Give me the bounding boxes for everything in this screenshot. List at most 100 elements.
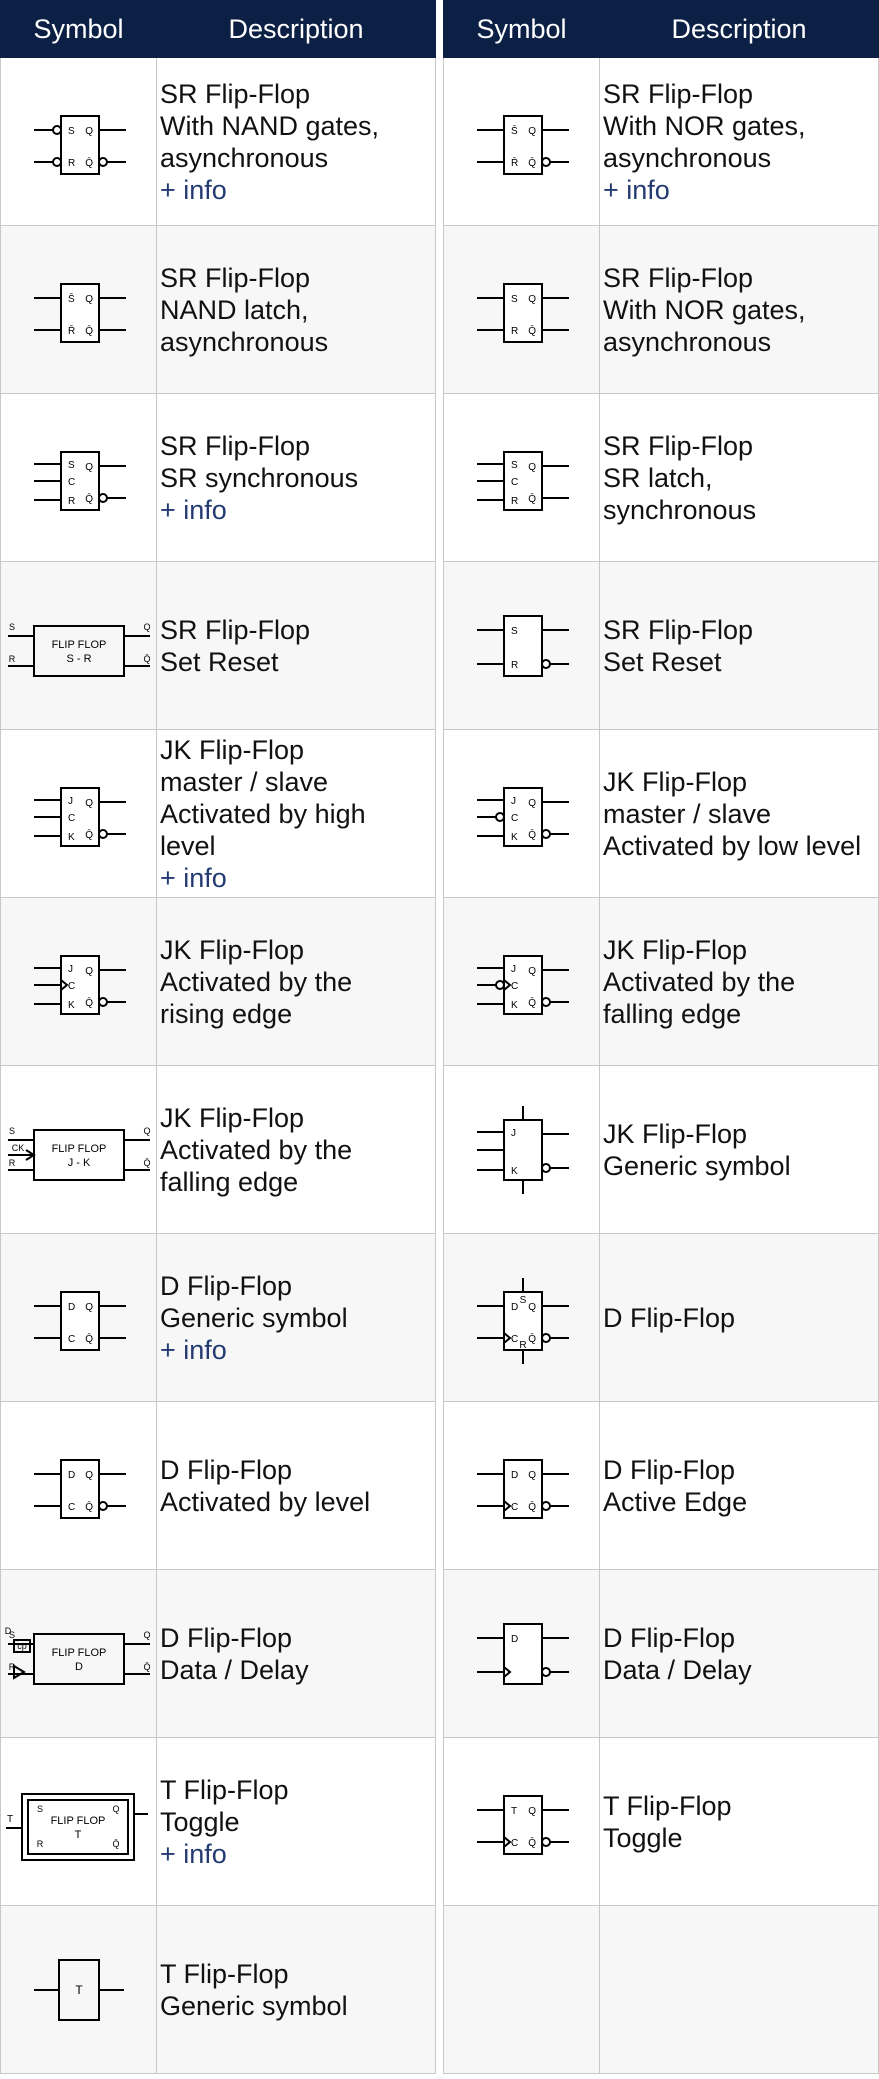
- table-row: D D Flip-Flop Data / Delay: [443, 1569, 879, 1738]
- info-link[interactable]: + info: [603, 174, 670, 205]
- description-line: With NAND gates,: [160, 110, 380, 141]
- description-line: Activated by the: [603, 966, 796, 997]
- description-line: Activated by the: [160, 1134, 353, 1165]
- svg-text:T: T: [75, 1983, 83, 1997]
- svg-text:FLIP FLOP: FLIP FLOP: [51, 639, 106, 651]
- flip-flop-symbol: JK: [476, 1105, 569, 1194]
- table-row: J C K Q Q̄ JK Flip-Flop Activated by the fallin…: [443, 897, 879, 1066]
- description-line: SR Flip-Flop: [160, 614, 311, 645]
- description-line: Activated by low level: [603, 830, 862, 861]
- svg-text:J: J: [68, 796, 73, 807]
- description-line: Active Edge: [603, 1486, 748, 1517]
- svg-text:S: S: [36, 1804, 42, 1814]
- description-line: master / slave: [603, 798, 772, 829]
- svg-text:Q: Q: [85, 1302, 93, 1313]
- symbol-cell: S R Q Q̄: [443, 225, 600, 394]
- svg-text:Q̄: Q̄: [528, 1500, 536, 1513]
- description-line: Data / Delay: [603, 1654, 752, 1685]
- flip-flop-symbol: SR: [476, 614, 569, 677]
- svg-text:K: K: [68, 1000, 75, 1011]
- info-link[interactable]: + info: [160, 494, 227, 525]
- svg-text:Q̄: Q̄: [528, 492, 536, 505]
- description-line: D Flip-Flop: [160, 1622, 293, 1653]
- info-link[interactable]: + info: [160, 1334, 227, 1365]
- symbol-cell: S R Q Q̄ FLIP FLOP S - R: [0, 561, 157, 730]
- description-line: Generic symbol: [603, 1150, 791, 1181]
- description-cell: SR Flip-Flop SR synchronous + info: [156, 393, 436, 562]
- svg-text:D: D: [68, 1470, 75, 1481]
- flip-flop-symbol: D: [476, 1622, 569, 1685]
- svg-text:S: S: [511, 626, 518, 637]
- flip-flop-symbol: JCK Q Q̄: [476, 786, 569, 847]
- svg-text:S: S: [8, 1630, 14, 1640]
- svg-text:Q: Q: [528, 462, 536, 473]
- svg-text:D: D: [68, 1302, 75, 1313]
- description-line: JK Flip-Flop: [160, 734, 305, 765]
- svg-text:R: R: [68, 158, 75, 169]
- svg-text:R: R: [8, 654, 15, 664]
- flip-flop-symbol: T S R Q Q̄ FLIP FLOP T: [5, 1792, 148, 1861]
- svg-text:K: K: [511, 1166, 518, 1177]
- table-row: D C Q Q̄ D Flip-Flop Generic symbol + info: [0, 1233, 436, 1402]
- flip-flop-symbol: S̄ R̄ Q Q̄: [33, 282, 126, 343]
- svg-text:Q̄: Q̄: [85, 1332, 93, 1345]
- svg-text:Q̄: Q̄: [143, 1158, 150, 1168]
- description-line: With NOR gates,: [603, 294, 806, 325]
- description-line: falling edge: [160, 1166, 299, 1197]
- svg-text:J: J: [511, 964, 516, 975]
- svg-text:S: S: [511, 294, 518, 305]
- svg-text:S: S: [8, 1126, 14, 1136]
- symbol-table-right: Symbol Description S̄ R̄ Q Q̄ SR Flip-Flop Wi…: [443, 0, 879, 2074]
- svg-text:R: R: [519, 1340, 526, 1351]
- table-row: S̄ R̄ Q Q̄ SR Flip-Flop NAND latch, asynchrono…: [0, 225, 436, 394]
- svg-text:D: D: [511, 1470, 518, 1481]
- description-line: With NOR gates,: [603, 110, 806, 141]
- svg-text:R: R: [8, 1158, 15, 1168]
- flip-flop-symbol: D C Q Q̄: [476, 1458, 569, 1519]
- svg-text:Q̄: Q̄: [143, 654, 150, 664]
- svg-text:K: K: [68, 832, 75, 843]
- svg-text:R: R: [8, 1662, 15, 1672]
- svg-text:Q̄: Q̄: [143, 1662, 150, 1672]
- description-cell: SR Flip-Flop SR latch, synchronous: [599, 393, 879, 562]
- description-line: D Flip-Flop: [160, 1270, 293, 1301]
- svg-text:Q̄: Q̄: [528, 1836, 536, 1849]
- table-row: T S R Q Q̄ FLIP FLOP T T Flip-Flop Toggle + info: [0, 1737, 436, 1906]
- svg-text:S: S: [8, 622, 14, 632]
- description-line: JK Flip-Flop: [160, 934, 305, 965]
- symbol-cell: J C K Q Q̄: [0, 897, 157, 1066]
- svg-text:C: C: [511, 1334, 518, 1345]
- description-line: SR Flip-Flop: [603, 614, 754, 645]
- description-cell: JK Flip-Flop master / slave Activated by l…: [599, 729, 879, 898]
- info-link[interactable]: + info: [160, 862, 227, 893]
- header-symbol: Symbol: [0, 0, 157, 58]
- description-line: D Flip-Flop: [603, 1454, 736, 1485]
- description-cell: D Flip-Flop Activated by level: [156, 1401, 436, 1570]
- description-cell: D Flip-Flop Generic symbol + info: [156, 1233, 436, 1402]
- flip-flop-symbol: T C Q Q̄: [476, 1794, 569, 1855]
- svg-text:C: C: [511, 813, 518, 824]
- info-link[interactable]: + info: [160, 174, 227, 205]
- description-line: synchronous: [603, 494, 757, 525]
- symbol-cell: D C Q Q̄: [0, 1233, 157, 1402]
- svg-text:Q: Q: [528, 798, 536, 809]
- svg-text:T: T: [74, 1829, 81, 1841]
- svg-text:R: R: [511, 660, 518, 671]
- table-row: S R Q Q̄ CK FLIP FLOP J - K JK Flip-Flop Activat…: [0, 1065, 436, 1234]
- info-link[interactable]: + info: [160, 1838, 227, 1869]
- svg-text:Q: Q: [528, 1806, 536, 1817]
- svg-text:C: C: [68, 813, 75, 824]
- flip-flop-symbol: SCR Q Q̄: [33, 450, 126, 511]
- symbol-cell: S R Q Q̄ CK FLIP FLOP J - K: [0, 1065, 157, 1234]
- svg-text:R̄: R̄: [68, 324, 75, 337]
- flip-flop-symbol: SCR Q Q̄: [476, 450, 569, 511]
- svg-text:S - R: S - R: [66, 653, 91, 665]
- description-line: Toggle: [603, 1822, 683, 1853]
- description-line: Activated by level: [160, 1486, 371, 1517]
- svg-text:Q̄: Q̄: [528, 996, 536, 1009]
- description-line: D Flip-Flop: [603, 1302, 736, 1333]
- description-line: master / slave: [160, 766, 329, 797]
- svg-text:cp: cp: [17, 1641, 27, 1651]
- flip-flop-symbol: JCK Q Q̄: [476, 954, 569, 1015]
